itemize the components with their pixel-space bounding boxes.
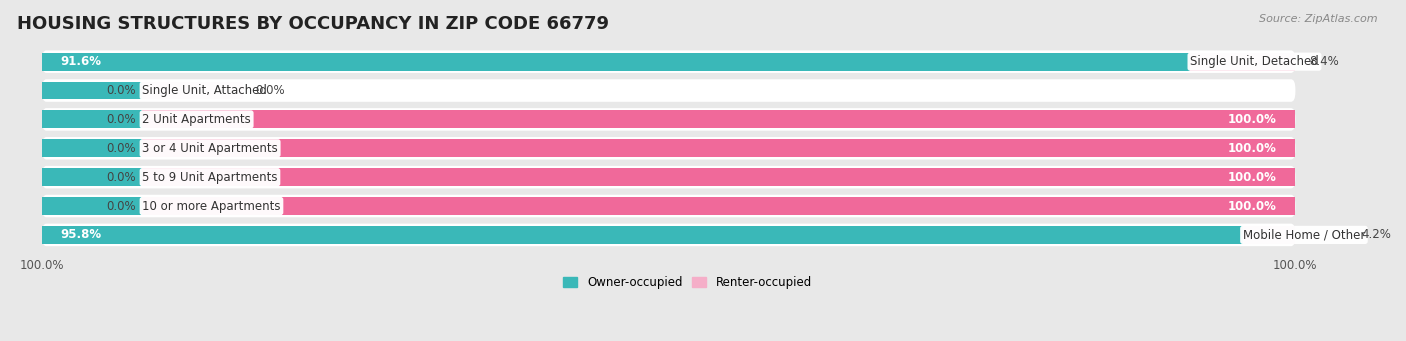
Text: 8.4%: 8.4% (1309, 55, 1339, 68)
FancyBboxPatch shape (42, 195, 1295, 217)
Text: 0.0%: 0.0% (107, 84, 136, 97)
Bar (142, 81, 242, 100)
Bar (142, 197, 1295, 215)
Text: 91.6%: 91.6% (60, 55, 101, 68)
Bar (42, 110, 142, 128)
Text: HOUSING STRUCTURES BY OCCUPANCY IN ZIP CODE 66779: HOUSING STRUCTURES BY OCCUPANCY IN ZIP C… (17, 15, 609, 33)
Text: 4.2%: 4.2% (1362, 228, 1392, 241)
Text: 100.0%: 100.0% (1227, 170, 1277, 184)
Text: Source: ZipAtlas.com: Source: ZipAtlas.com (1260, 14, 1378, 24)
Bar (42, 139, 142, 157)
Text: 100.0%: 100.0% (1227, 142, 1277, 155)
Text: 10 or more Apartments: 10 or more Apartments (142, 199, 281, 212)
Legend: Owner-occupied, Renter-occupied: Owner-occupied, Renter-occupied (558, 272, 817, 294)
Text: 2 Unit Apartments: 2 Unit Apartments (142, 113, 252, 126)
Text: 3 or 4 Unit Apartments: 3 or 4 Unit Apartments (142, 142, 278, 155)
Text: 5 to 9 Unit Apartments: 5 to 9 Unit Apartments (142, 170, 278, 184)
Text: 100.0%: 100.0% (1227, 113, 1277, 126)
FancyBboxPatch shape (42, 137, 1295, 160)
FancyBboxPatch shape (42, 50, 1295, 73)
Text: 100.0%: 100.0% (1227, 199, 1277, 212)
Bar (42, 168, 142, 186)
Bar (142, 168, 1295, 186)
Text: 0.0%: 0.0% (107, 142, 136, 155)
Text: 0.0%: 0.0% (254, 84, 284, 97)
Text: 0.0%: 0.0% (107, 199, 136, 212)
Bar (42, 226, 1243, 244)
Bar (42, 81, 142, 100)
Bar (1189, 53, 1295, 71)
FancyBboxPatch shape (42, 224, 1295, 246)
FancyBboxPatch shape (42, 166, 1295, 189)
Bar (1243, 226, 1295, 244)
FancyBboxPatch shape (42, 79, 1295, 102)
Bar (42, 53, 1189, 71)
Bar (142, 110, 1295, 128)
Text: 0.0%: 0.0% (107, 170, 136, 184)
Text: 95.8%: 95.8% (60, 228, 101, 241)
Text: Single Unit, Attached: Single Unit, Attached (142, 84, 267, 97)
Bar (42, 197, 142, 215)
Text: Mobile Home / Other: Mobile Home / Other (1243, 228, 1365, 241)
Text: Single Unit, Detached: Single Unit, Detached (1189, 55, 1319, 68)
FancyBboxPatch shape (42, 108, 1295, 131)
Bar (142, 139, 1295, 157)
Text: 0.0%: 0.0% (107, 113, 136, 126)
